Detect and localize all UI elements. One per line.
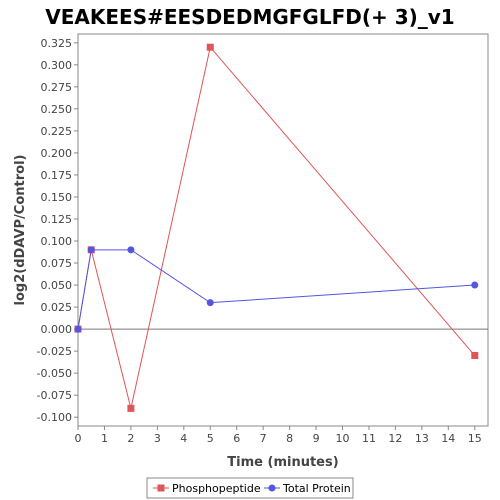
data-point — [74, 325, 82, 333]
x-tick-label: 11 — [362, 432, 376, 445]
y-tick-label: 0.200 — [41, 147, 73, 160]
x-tick-label: 12 — [388, 432, 402, 445]
x-tick-label: 10 — [336, 432, 350, 445]
y-tick-label: 0.225 — [41, 125, 73, 138]
legend-box — [146, 477, 354, 499]
y-axis-title: log2(dDAVP/Control) — [13, 155, 28, 306]
data-point — [471, 352, 479, 360]
y-tick-label: -0.075 — [37, 389, 72, 402]
y-tick-label: 0.125 — [41, 213, 73, 226]
legend: Phosphopeptide Total Protein — [146, 477, 354, 499]
y-tick-label: 0.075 — [41, 257, 73, 270]
y-tick-label: 0.275 — [41, 81, 73, 94]
data-point — [206, 299, 214, 307]
y-tick-label: 0.025 — [41, 301, 73, 314]
x-tick-label: 8 — [286, 432, 293, 445]
y-tick-label: -0.025 — [37, 345, 72, 358]
series-layer — [74, 43, 479, 412]
x-tick-label: 0 — [75, 432, 82, 445]
x-tick-label: 13 — [415, 432, 429, 445]
x-tick-label: 4 — [180, 432, 187, 445]
data-point — [127, 404, 135, 412]
series-total-protein — [74, 246, 479, 333]
x-tick-label: 5 — [207, 432, 214, 445]
legend-marker — [268, 484, 276, 492]
y-tick-label: 0.175 — [41, 169, 73, 182]
y-tick-label: 0.300 — [41, 59, 73, 72]
x-tick-label: 15 — [468, 432, 482, 445]
x-axis: 0 1 2 3 4 5 6 7 8 9 10 11 12 13 14 15 — [75, 426, 482, 445]
legend-label: Total Protein — [282, 482, 351, 495]
data-point — [127, 246, 135, 254]
x-tick-label: 2 — [127, 432, 134, 445]
x-tick-label: 14 — [441, 432, 455, 445]
legend-marker — [157, 484, 165, 492]
y-tick-label: -0.100 — [37, 411, 72, 424]
x-tick-label: 6 — [233, 432, 240, 445]
y-tick-label: 0.100 — [41, 235, 73, 248]
y-axis: -0.100 -0.075 -0.050 -0.025 0.000 0.025 0.050 0… — [37, 37, 78, 424]
x-tick-label: 7 — [260, 432, 267, 445]
data-point — [206, 43, 214, 51]
plot-area — [77, 33, 489, 427]
data-point — [87, 246, 95, 254]
y-tick-label: 0.150 — [41, 191, 73, 204]
data-point — [471, 281, 479, 289]
x-axis-title: Time (minutes) — [227, 455, 338, 470]
x-tick-label: 1 — [101, 432, 108, 445]
y-tick-label: 0.325 — [41, 37, 73, 50]
y-tick-label: 0.250 — [41, 103, 73, 116]
y-tick-label: 0.000 — [41, 323, 73, 336]
x-tick-label: 9 — [313, 432, 320, 445]
x-tick-label: 3 — [154, 432, 161, 445]
y-tick-label: -0.050 — [37, 367, 72, 380]
y-tick-label: 0.050 — [41, 279, 73, 292]
chart-title: VEAKEES#EESDEDMGFGLFD(+ 3)_v1 — [45, 5, 454, 29]
legend-label: Phosphopeptide — [172, 482, 261, 495]
